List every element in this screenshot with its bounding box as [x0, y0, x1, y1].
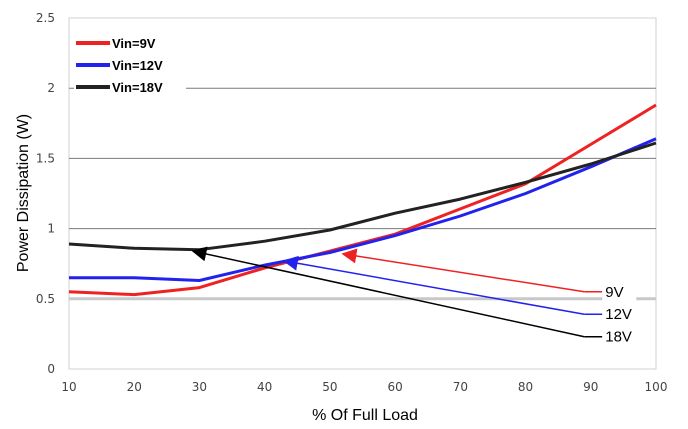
- x-tick-label: 60: [387, 380, 402, 394]
- annotation-label: 18V: [605, 329, 632, 346]
- x-tick-label: 90: [583, 380, 598, 394]
- legend-label: Vin=12V: [112, 58, 163, 73]
- x-axis-label: % Of Full Load: [312, 407, 418, 424]
- y-tick-label: 0.5: [36, 292, 55, 306]
- x-tick-label: 10: [61, 380, 76, 394]
- series-line: [68, 141, 657, 252]
- annotation-arrow: [191, 246, 585, 338]
- legend-label: Vin=9V: [112, 36, 156, 51]
- y-tick-label: 1.5: [36, 151, 55, 165]
- annotation-label-bg: [602, 305, 637, 324]
- annotation-label: 12V: [605, 306, 632, 323]
- y-tick-label: 0: [47, 362, 55, 376]
- annotation-label-bg: [602, 327, 637, 346]
- annotation-arrow: [282, 255, 585, 315]
- series-line: [69, 137, 657, 282]
- annotations: 9V 12V 18V: [191, 246, 637, 346]
- y-tick-label: 1: [47, 222, 55, 236]
- grid-lines: [69, 87, 656, 301]
- x-tick-label: 50: [322, 380, 337, 394]
- x-tick-label: 20: [127, 380, 142, 394]
- y-axis-label: Power Dissipation (W): [15, 114, 32, 272]
- series-lines: [68, 103, 657, 297]
- annotation-label-bg: [602, 282, 637, 301]
- x-tick-label: 30: [192, 380, 207, 394]
- x-tick-label: 100: [645, 380, 668, 394]
- tick-labels: 0 0.5 1 1.5 2 2.5 10 20 30 40 50 60 70 80 90 100: [36, 11, 668, 394]
- x-tick-label: 40: [257, 380, 272, 394]
- legend-label: Vin=18V: [112, 80, 163, 95]
- annotation-label: 9V: [605, 284, 623, 301]
- x-tick-label: 80: [518, 380, 533, 394]
- annotation-arrow: [341, 248, 585, 293]
- x-tick-label: 70: [453, 380, 468, 394]
- y-tick-label: 2: [47, 81, 55, 95]
- y-tick-label: 2.5: [36, 11, 55, 25]
- legend: Vin=9V Vin=12V Vin=18V: [74, 33, 186, 95]
